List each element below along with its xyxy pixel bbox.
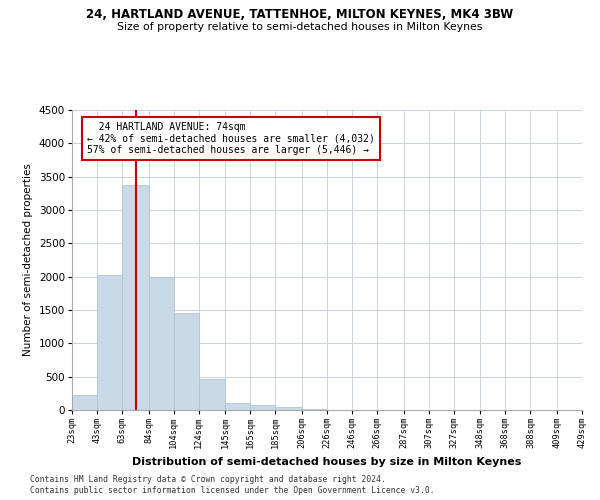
Bar	[97, 276, 122, 410]
Bar	[174, 314, 199, 410]
Text: 24, HARTLAND AVENUE, TATTENHOE, MILTON KEYNES, MK4 3BW: 24, HARTLAND AVENUE, TATTENHOE, MILTON K…	[86, 8, 514, 20]
Text: Contains public sector information licensed under the Open Government Licence v3: Contains public sector information licen…	[30, 486, 434, 495]
Text: Size of property relative to semi-detached houses in Milton Keynes: Size of property relative to semi-detach…	[118, 22, 482, 32]
Bar	[275, 406, 302, 410]
Bar	[225, 404, 250, 410]
Text: 24 HARTLAND AVENUE: 74sqm
← 42% of semi-detached houses are smaller (4,032)
57% : 24 HARTLAND AVENUE: 74sqm ← 42% of semi-…	[87, 122, 375, 155]
Text: Contains HM Land Registry data © Crown copyright and database right 2024.: Contains HM Land Registry data © Crown c…	[30, 475, 386, 484]
Y-axis label: Number of semi-detached properties: Number of semi-detached properties	[23, 164, 33, 356]
Bar	[149, 276, 174, 410]
Bar	[72, 394, 97, 410]
Bar	[199, 380, 225, 410]
Bar	[250, 406, 275, 410]
Bar	[122, 184, 149, 410]
X-axis label: Distribution of semi-detached houses by size in Milton Keynes: Distribution of semi-detached houses by …	[133, 457, 521, 467]
